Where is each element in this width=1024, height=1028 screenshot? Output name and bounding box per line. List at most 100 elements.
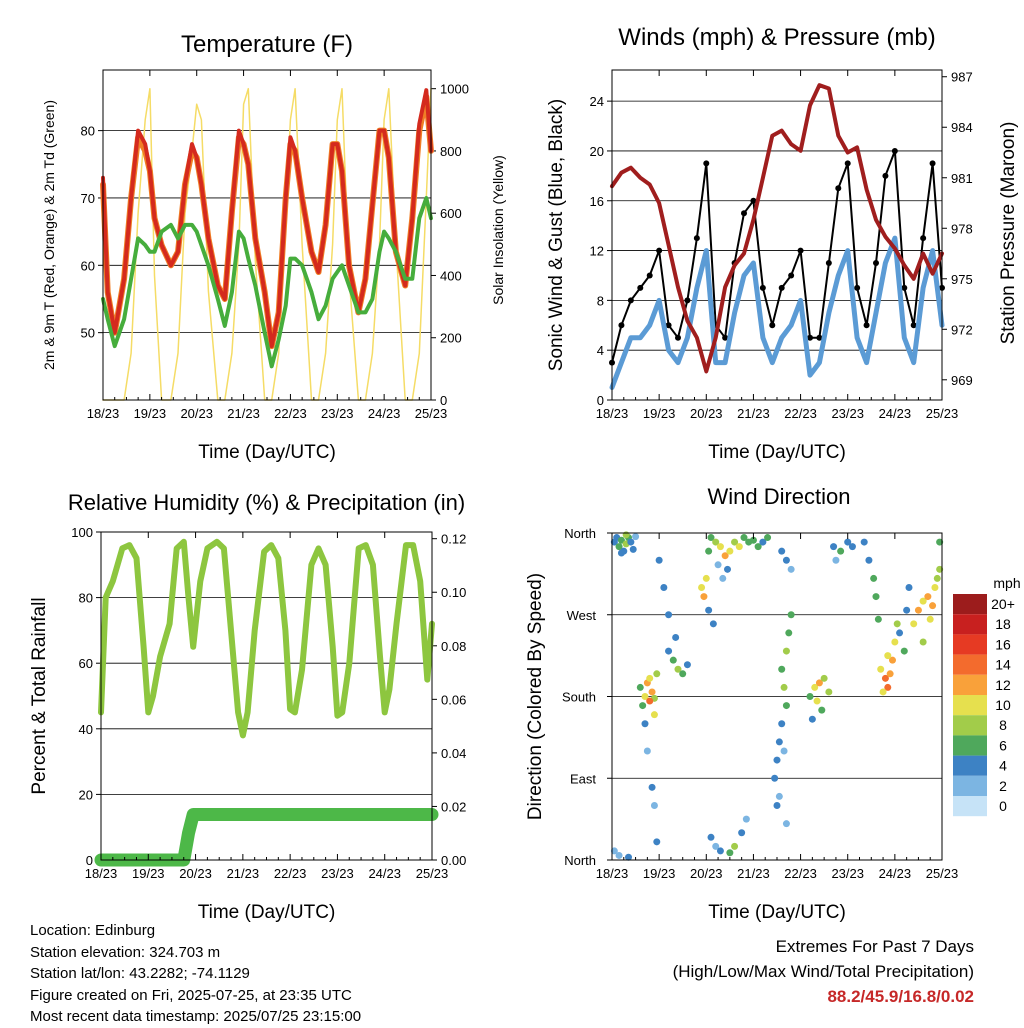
wind-gust-point (882, 172, 889, 179)
colorbar-cell (953, 775, 987, 796)
wind-gust-point (741, 210, 747, 217)
wind-direction-point (879, 688, 887, 696)
winds-x-tick-label: 22/23 (784, 406, 817, 421)
wind-direction-point (716, 847, 724, 855)
wind-direction-point (615, 543, 623, 551)
wind-direction-point (707, 534, 715, 542)
wind-direction-point (782, 820, 790, 828)
precip-y2-tick-label: 0.06 (441, 692, 466, 707)
wind-direction-point (820, 674, 828, 682)
wind-direction-point (884, 683, 892, 691)
wind-direction-point (865, 556, 873, 564)
colorbar-label: 14 (995, 657, 1011, 673)
wind-direction-point (702, 574, 710, 582)
precip-y2-tick-label: 0.04 (441, 746, 466, 761)
wind-direction-point (933, 574, 941, 582)
wind-direction-point (914, 606, 922, 614)
wind-direction-point (813, 697, 821, 705)
wind-direction-point (643, 747, 651, 755)
temperature-x-tick-label: 18/23 (87, 406, 120, 421)
solar-y2-tick-label: 800 (440, 144, 462, 159)
wind-gust-point (637, 284, 644, 291)
wind-gust-point (825, 260, 832, 267)
wind-direction-point (815, 679, 823, 687)
relative-humidity-line (98, 538, 435, 739)
wind-gust-point (807, 334, 813, 341)
wind-gust-point (910, 322, 917, 329)
wind-direction-point (872, 593, 880, 601)
precip-y2-tick-label: 0.08 (441, 639, 466, 654)
wind-direction-point (749, 536, 757, 544)
dewpoint-line (101, 196, 433, 369)
wind-direction-point (629, 545, 637, 553)
pressure-y2-tick-label: 984 (951, 120, 973, 135)
solar-y2-tick-label: 400 (440, 268, 462, 283)
solar-y-label: Solar Insolation (Yellow) (490, 155, 506, 305)
direction-x-tick-label: 24/23 (879, 866, 912, 881)
humidity-x-tick-label: 18/23 (85, 866, 118, 881)
wind-direction-point (780, 683, 788, 691)
wind-direction-point (707, 833, 715, 841)
winds-y-tick-label: 20 (590, 144, 604, 159)
wind-direction-point (808, 715, 816, 723)
wind-direction-point (778, 547, 786, 555)
wind-gust-point (797, 247, 804, 254)
winds-y-label: Sonic Wind & Gust (Blue, Black) (546, 99, 567, 371)
direction-title: Wind Direction (707, 484, 850, 509)
wind-gust-point (891, 147, 898, 154)
winds-x-tick-label: 18/23 (596, 406, 629, 421)
speed-colorbar: mph 20+ 18 16 14 12 10 8 6 4 2 0 (953, 575, 1021, 817)
wind-direction-point (832, 556, 840, 564)
wind-direction-point (830, 543, 838, 551)
extremes-summary: Extremes For Past 7 Days (High/Low/Max W… (673, 934, 974, 1009)
wind-direction-point (632, 533, 640, 541)
winds-x-tick-label: 24/23 (879, 406, 912, 421)
wind-direction-point (889, 656, 896, 664)
colorbar-cell (953, 654, 987, 675)
wind-direction-point (811, 683, 819, 691)
wind-direction-point (610, 847, 618, 855)
humidity-x-tick-label: 24/23 (368, 866, 401, 881)
precip-y2-tick-label: 0.00 (441, 853, 466, 868)
wind-direction-point (655, 556, 663, 564)
wind-direction-point (926, 615, 934, 623)
colorbar-label: 20+ (991, 596, 1015, 612)
temperature-title: Temperature (F) (181, 31, 353, 58)
wind-direction-point (700, 593, 708, 601)
temperature-x-tick-label: 24/23 (368, 406, 401, 421)
direction-x-tick-label: 21/23 (737, 866, 770, 881)
colorbar-cell (953, 594, 987, 615)
colorbar-cell (953, 715, 987, 736)
direction-y-tick-label: North (564, 853, 596, 868)
wind-direction-point (650, 802, 658, 809)
figure-created: Figure created on Fri, 2025-07-25, at 23… (30, 986, 352, 1004)
humidity-y-label: Percent & Total Rainfall (29, 597, 50, 794)
wind-direction-point (806, 693, 814, 700)
direction-x-label: Time (Day/UTC) (708, 902, 846, 923)
pressure-y-label: Station Pressure (Maroon) (998, 122, 1019, 345)
wind-direction-point (714, 561, 722, 569)
wind-direction-point (705, 606, 713, 614)
wind-direction-point (738, 829, 746, 837)
winds-chart: 0 4 8 12 16 20 24 969 972 975 978 981 984 987 18/23 19/… (546, 24, 1019, 463)
wind-direction-point (622, 531, 630, 539)
wind-gust-point (769, 322, 776, 329)
wind-direction-point (759, 538, 767, 546)
wind-gust-point (618, 322, 625, 329)
wind-direction-point (860, 538, 868, 546)
wind-direction-point (870, 574, 878, 582)
temperature-2m-line (101, 88, 433, 349)
direction-x-tick-label: 22/23 (784, 866, 817, 881)
wind-direction-point (891, 638, 899, 646)
wind-direction-point (712, 538, 720, 546)
temperature-y-label: 2m & 9m T (Red, Orange) & 2m Td (Green) (41, 100, 57, 370)
wind-gust-point (873, 260, 879, 267)
humidity-y-tick-label: 100 (71, 525, 93, 540)
wind-direction-point (919, 638, 927, 646)
wind-direction-point (877, 665, 885, 673)
wind-direction-point (712, 842, 720, 850)
wind-direction-point (735, 543, 743, 551)
temperature-x-tick-label: 23/23 (321, 406, 354, 421)
temperature-x-tick-label: 21/23 (227, 406, 260, 421)
